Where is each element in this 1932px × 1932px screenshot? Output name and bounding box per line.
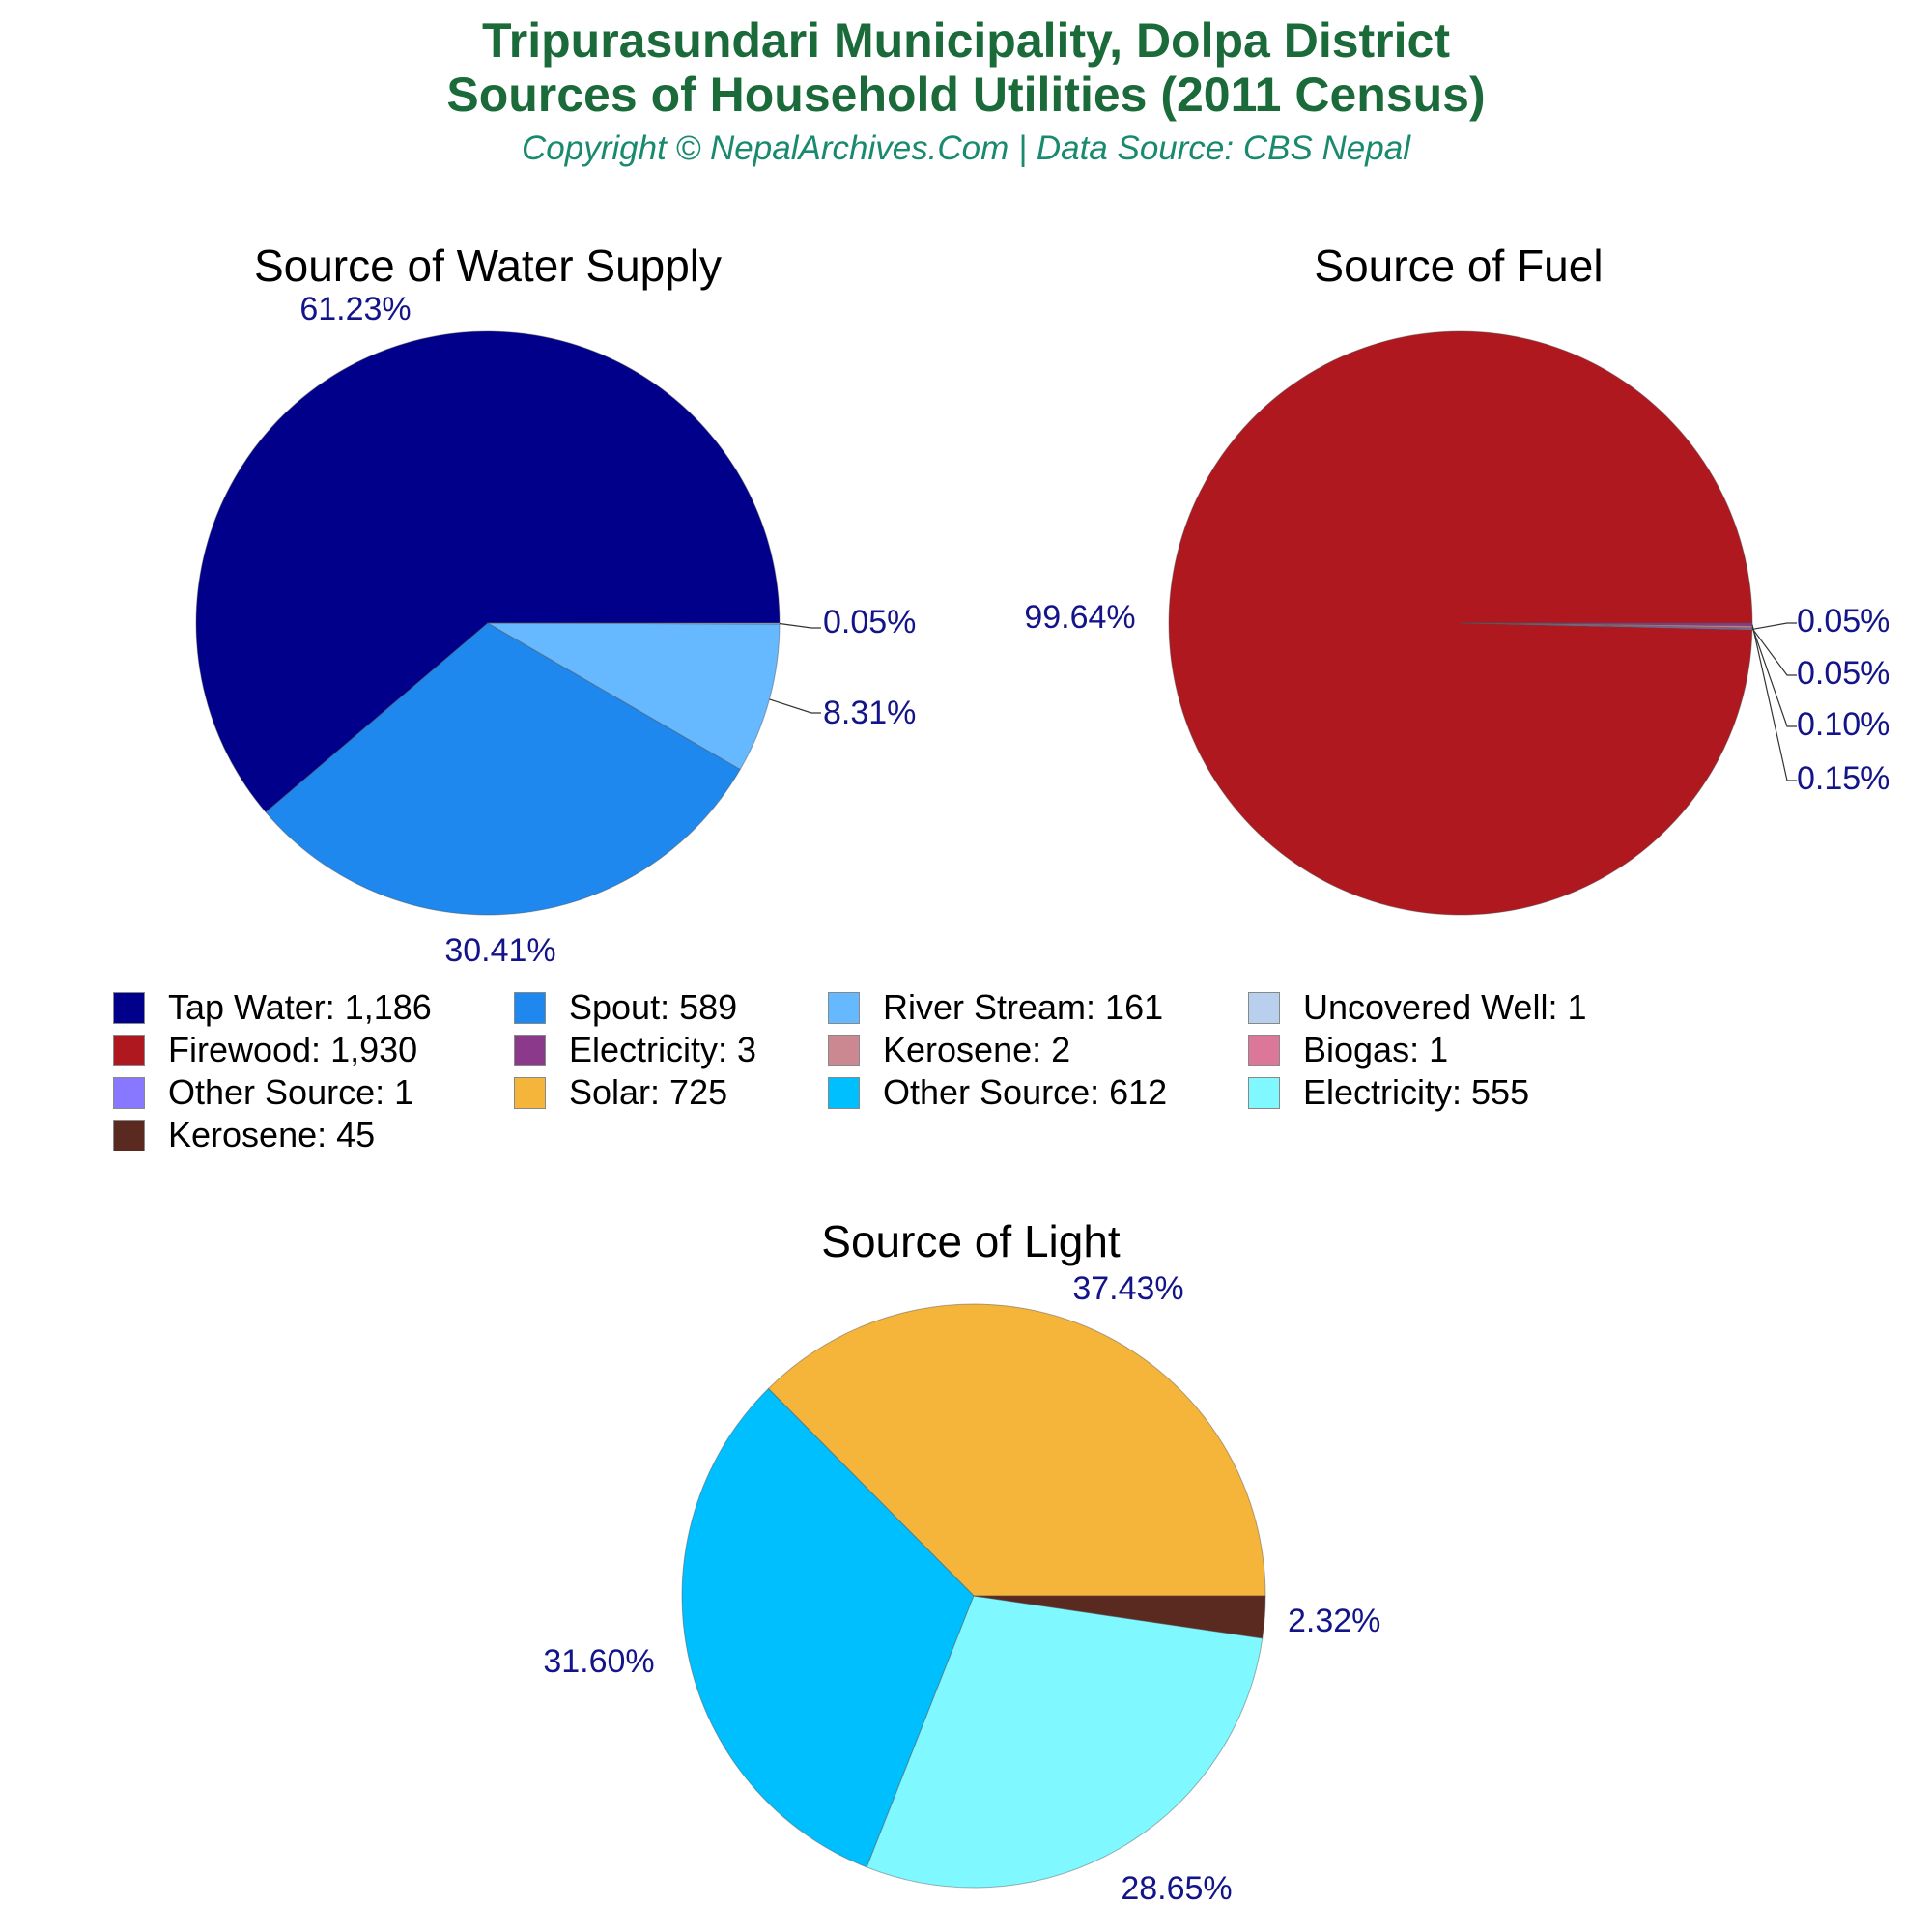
legend-swatch <box>113 991 145 1024</box>
source-of-fuelleader-kerosene <box>1751 626 1797 727</box>
light-chart-title: Source of Light <box>821 1216 1121 1266</box>
source-of-lightlabel-electricity: 28.65% <box>1121 1870 1232 1907</box>
legend-label: Kerosene: 2 <box>883 1030 1071 1069</box>
source-of-fuellabel-firewood: 99.64% <box>1024 599 1135 636</box>
source-of-water-supplyleader-uncovered-well <box>779 622 821 629</box>
source-of-water-supplyslice-spout <box>265 622 741 916</box>
water-chart-title: Source of Water Supply <box>253 241 723 291</box>
legend-item-spout-589: Spout: 589 <box>514 987 737 1028</box>
source-of-fuelleader-other-source <box>1751 622 1797 631</box>
legend-swatch <box>514 1076 546 1109</box>
source-of-fuelslice-firewood <box>1168 330 1753 916</box>
fuel-chart-title: Source of Fuel <box>1314 241 1604 291</box>
legend-label: Other Source: 612 <box>883 1072 1168 1112</box>
source-of-fuellabel-other-source: 0.05% <box>1797 603 1889 639</box>
legend-item-other-source-1: Other Source: 1 <box>113 1072 413 1113</box>
source-of-lightslice-electricity <box>866 1595 1264 1889</box>
source-of-water-supplyslice-tap-water <box>195 330 781 813</box>
legend-label: Spout: 589 <box>569 987 738 1027</box>
source-of-fuellabel-kerosene: 0.10% <box>1797 706 1889 743</box>
source-of-fuelleader-electricity <box>1751 624 1797 781</box>
source-of-fuelleader-biogas <box>1751 628 1797 676</box>
source-of-lightlabel-kerosene: 2.32% <box>1288 1603 1380 1639</box>
legend-label: Kerosene: 45 <box>168 1115 376 1154</box>
legend-item-biogas-1: Biogas: 1 <box>1248 1030 1448 1070</box>
source-of-water-supplyslice-river-stream <box>486 622 781 771</box>
legend-label: Firewood: 1,930 <box>168 1030 418 1069</box>
legend-swatch <box>828 991 860 1024</box>
legend-item-firewood-1-930: Firewood: 1,930 <box>113 1030 417 1070</box>
legend-swatch <box>113 1034 145 1066</box>
legend-swatch <box>828 1034 860 1066</box>
water-supply-pie-chart: 61.23% 30.41% 8.31% 0.05% <box>195 291 916 969</box>
source-of-fuellabel-biogas: 0.05% <box>1797 655 1889 692</box>
legend-item-electricity-555: Electricity: 555 <box>1248 1072 1529 1113</box>
source-of-water-supplylabel-uncovered-well: 0.05% <box>823 604 916 640</box>
legend-swatch <box>514 991 546 1024</box>
page-title: Tripurasundari Municipality, Dolpa Distr… <box>0 14 1932 170</box>
legend-label: Electricity: 555 <box>1303 1072 1530 1112</box>
source-of-water-supplylabel-tap-water: 61.23% <box>299 291 411 327</box>
legend-item-electricity-3: Electricity: 3 <box>514 1030 756 1070</box>
legend-item-other-source-612: Other Source: 612 <box>828 1072 1167 1113</box>
source-of-lightlabel-solar: 37.43% <box>1072 1270 1183 1307</box>
legend-item-tap-water-1-186: Tap Water: 1,186 <box>113 987 432 1028</box>
source-of-lightlabel-other-source: 31.60% <box>543 1643 654 1680</box>
source-of-water-supplylabel-river-stream: 8.31% <box>823 695 916 731</box>
legend-swatch <box>514 1034 546 1066</box>
fuel-pie-chart: 99.64% 0.15% 0.10% 0.05% 0.05% <box>1024 330 1889 916</box>
source-of-lightslice-other-source <box>681 1387 975 1868</box>
title-line-2: Sources of Household Utilities (2011 Cen… <box>446 68 1486 122</box>
legend-item-kerosene-2: Kerosene: 2 <box>828 1030 1070 1070</box>
source-of-lightslice-solar <box>767 1303 1266 1597</box>
legend-label: Tap Water: 1,186 <box>168 987 432 1027</box>
legend-item-kerosene-45: Kerosene: 45 <box>113 1115 375 1155</box>
legend-label: Other Source: 1 <box>168 1072 414 1112</box>
legend-swatch <box>1248 1034 1280 1066</box>
subtitle: Copyright © NepalArchives.Com | Data Sou… <box>522 129 1410 167</box>
legend-swatch <box>1248 991 1280 1024</box>
legend-swatch <box>113 1076 145 1109</box>
legend-swatch <box>1248 1076 1280 1109</box>
legend-item-river-stream-161: River Stream: 161 <box>828 987 1163 1028</box>
legend-label: Biogas: 1 <box>1303 1030 1449 1069</box>
legend-label: Solar: 725 <box>569 1072 728 1112</box>
legend-item-solar-725: Solar: 725 <box>514 1072 727 1113</box>
source-of-water-supplyleader-river-stream <box>769 698 821 714</box>
legend-swatch <box>828 1076 860 1109</box>
legend-label: Electricity: 3 <box>569 1030 757 1069</box>
legend-item-uncovered-well-1: Uncovered Well: 1 <box>1248 987 1586 1028</box>
source-of-fuellabel-electricity: 0.15% <box>1797 760 1889 797</box>
source-of-water-supplylabel-spout: 30.41% <box>444 932 555 969</box>
source-of-lightslice-kerosene <box>973 1595 1266 1639</box>
legend-label: River Stream: 161 <box>883 987 1164 1027</box>
legend-swatch <box>113 1119 145 1151</box>
title-line-1: Tripurasundari Municipality, Dolpa Distr… <box>481 14 1450 68</box>
legend-label: Uncovered Well: 1 <box>1303 987 1587 1027</box>
